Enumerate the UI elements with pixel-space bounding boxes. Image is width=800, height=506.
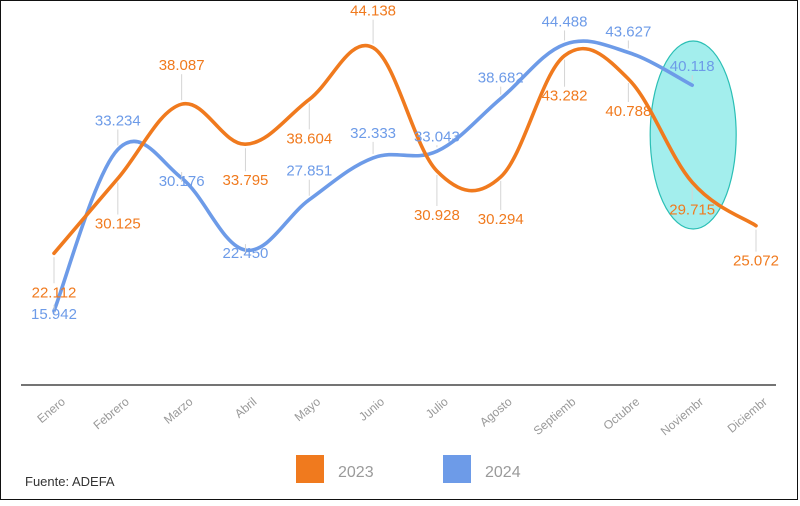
x-tick-label: Agosto [477, 394, 515, 429]
data-label-2023: 40.788 [605, 103, 651, 120]
highlight-layer [649, 40, 737, 230]
data-label-2023: 22.112 [32, 284, 77, 301]
data-label-2024: 44.488 [542, 13, 588, 30]
x-tick-label: Febrero [91, 394, 132, 432]
data-label-2024: 43.627 [605, 23, 651, 40]
x-tick-label: Noviembr [658, 395, 706, 439]
data-label-2024: 15.942 [31, 306, 77, 323]
data-label-2023: 38.604 [286, 130, 332, 147]
data-label-2023: 33.795 [223, 172, 269, 189]
legend-swatch-2024 [443, 455, 471, 483]
x-tick-label: Enero [34, 394, 68, 426]
x-tick-label: Junio [356, 394, 387, 423]
legend-label-2023: 2023 [338, 464, 374, 481]
legend-label-2024: 2024 [485, 464, 521, 481]
data-label-2024: 30.176 [159, 173, 205, 190]
x-tick-label: Septiemb [531, 394, 579, 438]
data-label-2024: 22.450 [223, 245, 269, 262]
data-label-2023: 44.138 [350, 3, 396, 20]
x-axis-labels: Enero Febrero Marzo Abril Mayo Junio Julio Agos… [34, 394, 770, 438]
data-label-2023: 38.087 [159, 57, 205, 74]
highlight-ellipse [649, 40, 737, 230]
source-note: Fuente: ADEFA [25, 474, 115, 489]
data-labels: 22.112 30.125 38.087 33.795 38.604 44.138 30.9… [31, 3, 779, 323]
x-tick-label: Mayo [292, 394, 324, 424]
data-label-2023: 29.715 [669, 201, 715, 218]
series-line-2023 [52, 43, 758, 256]
data-label-2024: 33.234 [95, 112, 141, 129]
data-label-2024: 32.333 [350, 125, 396, 142]
x-tick-label: Marzo [161, 394, 196, 426]
x-tick-label: Julio [423, 394, 451, 421]
data-label-2024: 40.118 [670, 58, 715, 75]
data-label-2023: 30.294 [478, 211, 524, 228]
data-label-2024: 38.682 [478, 70, 524, 87]
label-ticks [53, 19, 757, 315]
x-tick-label: Diciembr [725, 395, 770, 436]
data-label-2023: 30.928 [414, 207, 460, 224]
legend-swatch-2023 [296, 455, 324, 483]
legend: 2023 2024 [296, 455, 521, 483]
data-label-2023: 43.282 [542, 88, 588, 105]
x-tick-label: Octubre [601, 394, 643, 432]
data-label-2024: 27.851 [286, 163, 332, 180]
series-line-2024 [52, 39, 694, 313]
data-label-2024: 33.043 [414, 128, 460, 145]
data-label-2023: 30.125 [95, 216, 141, 233]
x-tick-label: Abril [232, 395, 259, 421]
data-label-2023: 25.072 [733, 253, 779, 270]
series-lines [52, 39, 758, 313]
